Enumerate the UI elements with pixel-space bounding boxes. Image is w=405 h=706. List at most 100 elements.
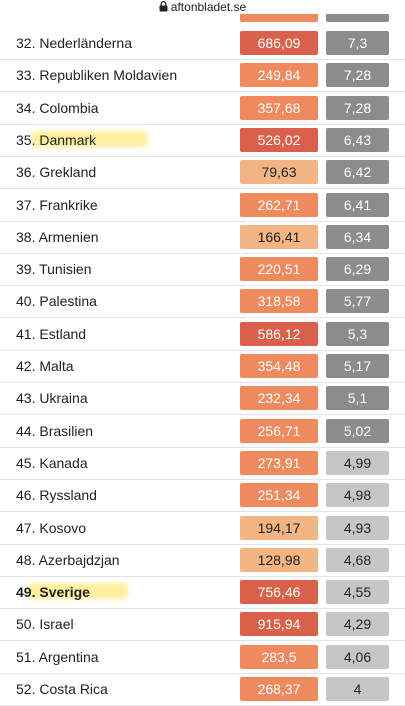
rank: 32. [16, 35, 36, 51]
value: 251,34 [257, 487, 301, 504]
score: 4,29 [343, 616, 372, 633]
lock-icon [159, 1, 168, 12]
country: Brasilien [39, 422, 94, 439]
score: 4,55 [343, 584, 372, 601]
row-label: 39. Tunisien [16, 253, 92, 285]
row-label: 36. Grekland [16, 156, 96, 188]
score: 7,28 [343, 67, 372, 84]
value-box: 128,98 [240, 547, 318, 572]
value-box: 166,41 [240, 224, 318, 249]
score: 5,77 [343, 293, 372, 310]
country: Armenien [38, 228, 99, 245]
value: 262,71 [257, 196, 301, 213]
table-row: 45. Kanada 273,91 4,99 [0, 447, 405, 480]
score: 4,68 [343, 551, 372, 568]
score: 6,41 [343, 196, 372, 213]
row-label: 52. Costa Rica [16, 673, 108, 705]
table-row: 46. Ryssland 251,34 4,98 [0, 479, 405, 513]
row-label: 46. Ryssland [16, 479, 97, 511]
score: 7,28 [343, 99, 372, 116]
score: 4,99 [343, 454, 372, 471]
score-box: 5,77 [326, 289, 389, 314]
value: 526,02 [257, 131, 301, 148]
rank: 51. [16, 648, 36, 665]
country: Malta [39, 358, 74, 374]
table-row: 32. Nederländerna 686,09 7,3 [0, 27, 405, 60]
row-label: 32. Nederländerna [16, 27, 132, 59]
value: 194,17 [257, 519, 301, 536]
row-label: 33. Republiken Moldavien [16, 59, 177, 91]
table-row: 36. Grekland 79,63 6,42 [0, 156, 405, 190]
rank: 36. [16, 164, 36, 181]
value-box: 79,63 [240, 160, 318, 185]
score: 6,29 [343, 261, 372, 278]
value: 686,09 [257, 35, 301, 51]
country: Azerbajdzjan [38, 551, 120, 568]
table-row: 34. Colombia 357,68 7,28 [0, 92, 405, 125]
value: 756,46 [257, 584, 301, 601]
score: 6,43 [343, 131, 372, 148]
row-label: 37. Frankrike [16, 189, 98, 221]
url: aftonbladet.se [170, 0, 247, 14]
value: 318,58 [257, 293, 301, 310]
score-box: 6,43 [326, 127, 389, 152]
value-box: 194,17 [240, 515, 318, 540]
table-row: 49. Sverige 756,46 4,55 [0, 576, 405, 610]
score-box: 4,06 [326, 644, 389, 669]
row-label: 49. Sverige [16, 576, 90, 608]
rank: 44. [16, 422, 36, 439]
value: 220,51 [257, 261, 301, 278]
row-label: 40. Palestina [16, 285, 97, 317]
table-row: 33. Republiken Moldavien 249,84 7,28 [0, 59, 405, 93]
country: Argentina [38, 648, 99, 665]
score-box: 4 [326, 677, 389, 701]
country: Colombia [39, 99, 99, 116]
value-box: 526,02 [240, 127, 318, 152]
score: 5,3 [347, 325, 368, 342]
score-box: 5,3 [326, 321, 389, 346]
table-row: 35. Danmark 526,02 6,43 [0, 124, 405, 157]
table-row: 40. Palestina 318,58 5,77 [0, 285, 405, 319]
value-box: 262,71 [240, 192, 318, 217]
row-label: 41. Estland [16, 318, 86, 350]
rank: 35. [16, 131, 36, 148]
value: 283,5 [261, 648, 297, 665]
score-box: 5,17 [326, 354, 389, 378]
rank: 40. [16, 293, 36, 310]
address-bar[interactable]: aftonbladet.se [0, 0, 405, 14]
rank: 43. [16, 390, 36, 407]
score-box: 6,42 [326, 160, 389, 185]
score-box: 4,29 [326, 612, 389, 637]
country: Sverige [39, 584, 90, 601]
country: Grekland [39, 164, 97, 181]
table-row: 50. Israel 915,94 4,29 [0, 608, 405, 642]
value-box: 686,09 [240, 31, 318, 55]
value: 586,12 [257, 325, 301, 342]
rank: 38. [16, 228, 36, 245]
rank: 33. [16, 67, 36, 84]
value-box: 268,37 [240, 677, 318, 701]
value: 268,37 [257, 681, 301, 697]
value: 232,34 [257, 390, 301, 407]
value: 915,94 [257, 616, 301, 633]
highlight [32, 130, 148, 147]
value: 166,41 [257, 228, 301, 245]
row-label: 51. Argentina [16, 641, 99, 673]
country: Danmark [39, 131, 97, 148]
value: 357,68 [257, 99, 301, 116]
score: 6,42 [343, 164, 372, 181]
table-row: 44. Brasilien 256,71 5,02 [0, 415, 405, 448]
rank: 45. [16, 454, 36, 471]
value-box: 283,5 [240, 644, 318, 669]
value-box: 220,51 [240, 257, 318, 282]
score: 7,3 [347, 35, 368, 51]
rank: 39. [16, 261, 36, 278]
country: Ukraina [39, 390, 88, 407]
value: 273,91 [257, 454, 301, 471]
value-box: 273,91 [240, 450, 318, 475]
score-box: 6,34 [326, 224, 389, 249]
rank: 47. [16, 519, 36, 536]
value-box: 354,48 [240, 354, 318, 378]
value-box: 756,46 [240, 580, 318, 605]
score-box: 4,55 [326, 580, 389, 605]
